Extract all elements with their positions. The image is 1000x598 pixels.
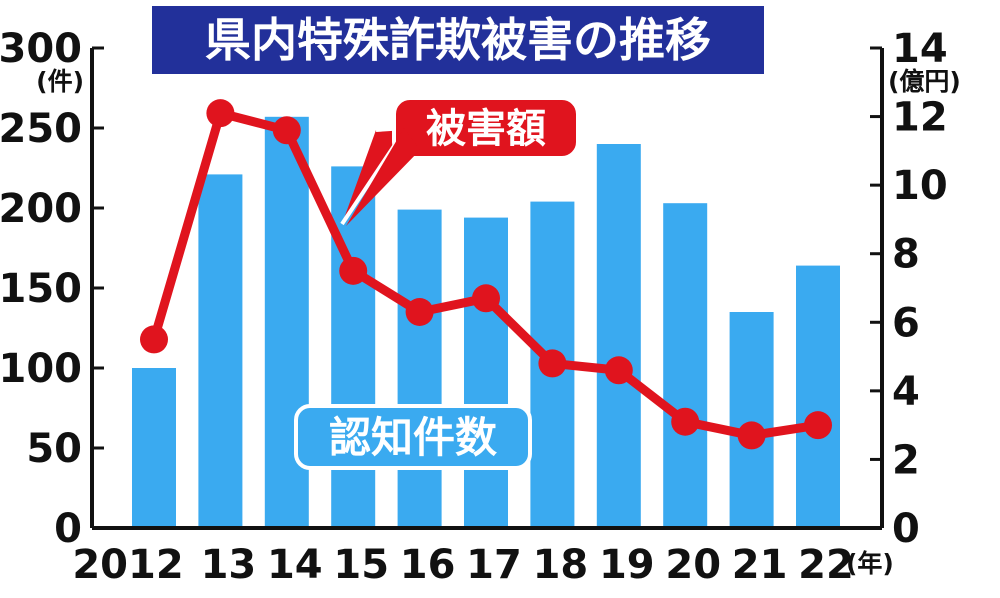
x-tick-label: 18 xyxy=(533,542,589,588)
bar-13 xyxy=(198,174,243,528)
x-unit: (年) xyxy=(846,549,894,578)
line-point-13 xyxy=(206,99,235,128)
y-left-tick-label: 300 xyxy=(0,26,82,72)
bar-20 xyxy=(663,203,708,528)
bar-17 xyxy=(464,217,508,528)
x-tick-label: 13 xyxy=(201,542,257,588)
line-point-15 xyxy=(339,256,368,285)
line-series-label: 被害額 xyxy=(426,106,546,152)
axes-layer xyxy=(90,46,884,530)
x-tick-label: 14 xyxy=(267,542,323,588)
bars-layer xyxy=(132,116,840,529)
y-right-tick-label: 0 xyxy=(892,506,920,552)
y-left-tick-label: 0 xyxy=(54,506,82,552)
bar-2012 xyxy=(132,368,176,528)
y-right-unit: (億円) xyxy=(888,67,961,96)
bar-label-box xyxy=(294,404,532,470)
y-right-tick-label: 12 xyxy=(892,95,948,141)
bar-series-label: 認知件数 xyxy=(329,413,497,462)
line-layer xyxy=(140,99,832,450)
line-point-22 xyxy=(804,411,832,440)
x-tick-label: 2012 xyxy=(72,542,183,588)
line-point-16 xyxy=(405,298,434,326)
y-left-tick-label: 200 xyxy=(0,186,82,232)
line-point-17 xyxy=(472,284,500,313)
labels-layer: 050100150200250300(件)02468101214(億円)2012… xyxy=(0,6,961,588)
line-label-box xyxy=(392,96,580,160)
y-left-unit: (件) xyxy=(36,67,84,96)
line-point-21 xyxy=(737,421,766,450)
bar-22 xyxy=(796,265,840,528)
y-right-tick-label: 8 xyxy=(892,232,920,278)
line-point-19 xyxy=(604,356,633,385)
x-tick-label: 15 xyxy=(333,542,389,588)
x-tick-label: 21 xyxy=(732,542,788,588)
x-tick-label: 22 xyxy=(798,542,854,588)
line-label-pointer-fill xyxy=(346,128,420,226)
y-left-tick-label: 100 xyxy=(0,346,82,392)
x-tick-label: 16 xyxy=(400,542,456,588)
y-right-tick-label: 6 xyxy=(892,300,920,346)
x-tick-label: 19 xyxy=(599,542,655,588)
y-right-tick-label: 4 xyxy=(892,369,920,415)
line-point-20 xyxy=(671,407,700,436)
x-tick-label: 17 xyxy=(466,542,522,588)
bar-16 xyxy=(397,209,442,528)
bar-21 xyxy=(729,312,774,528)
bar-19 xyxy=(596,144,641,528)
y-left-tick-label: 250 xyxy=(0,106,82,152)
bar-15 xyxy=(331,166,376,528)
line-point-18 xyxy=(538,349,567,378)
y-left-tick-label: 150 xyxy=(0,266,82,312)
y-right-tick-label: 10 xyxy=(892,163,948,209)
line-point-2012 xyxy=(140,325,168,354)
line-point-14 xyxy=(272,116,301,145)
chart-title: 県内特殊詐欺被害の推移 xyxy=(205,13,711,67)
y-right-tick-label: 14 xyxy=(892,26,948,72)
title-box xyxy=(152,6,764,74)
x-tick-label: 20 xyxy=(665,542,721,588)
y-right-tick-label: 2 xyxy=(892,437,920,483)
y-left-tick-label: 50 xyxy=(26,426,82,472)
